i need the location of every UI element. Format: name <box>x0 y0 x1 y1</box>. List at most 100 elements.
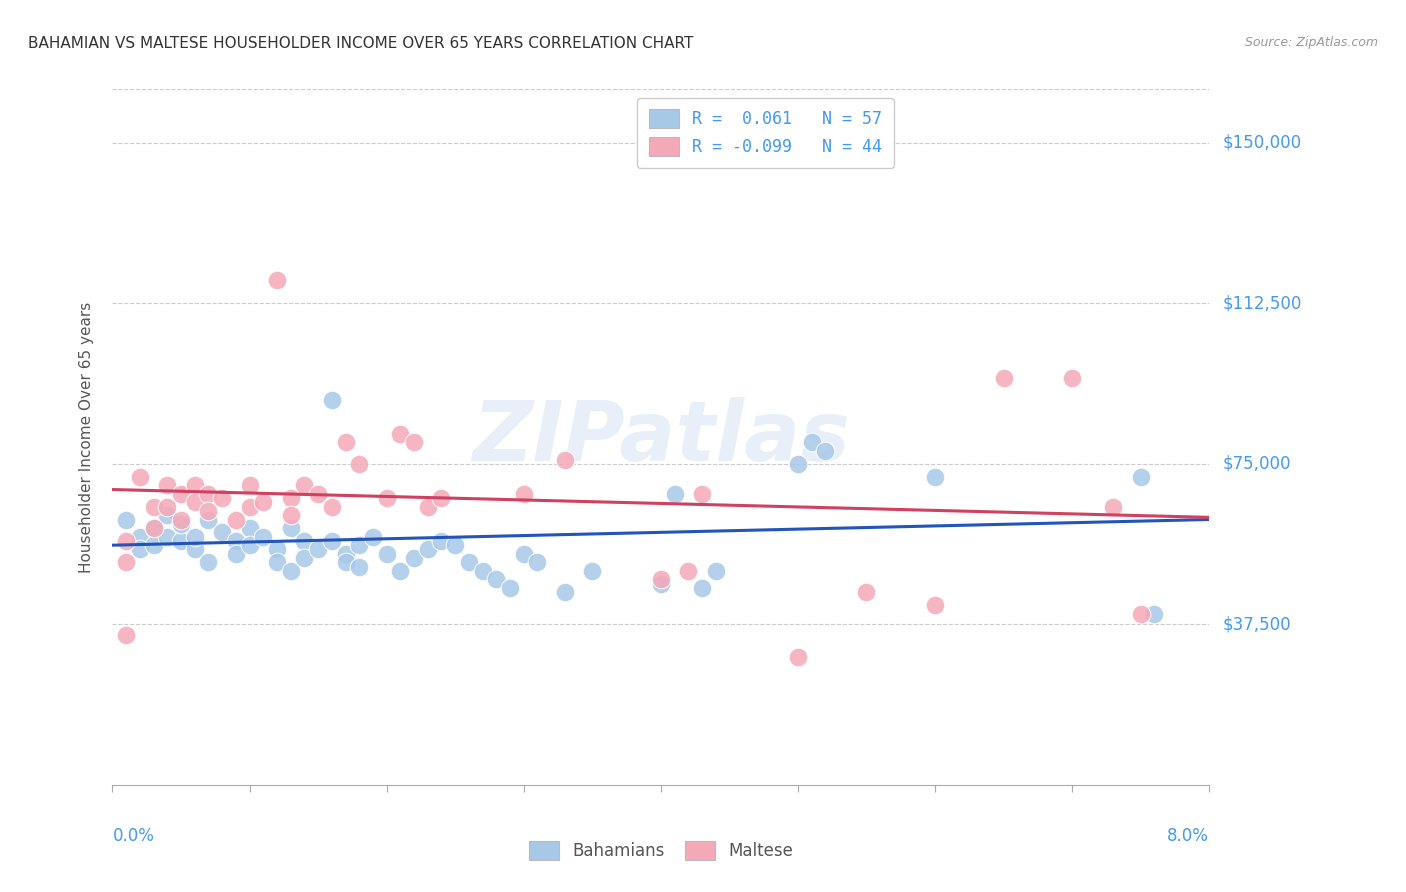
Point <box>239 538 262 552</box>
Point <box>458 555 481 569</box>
Text: 0.0%: 0.0% <box>112 827 155 845</box>
Point <box>156 508 179 523</box>
Point <box>142 500 165 514</box>
Point <box>225 533 247 548</box>
Point <box>430 491 453 505</box>
Point <box>554 585 576 599</box>
Point <box>430 533 453 548</box>
Point <box>170 487 193 501</box>
Point <box>1143 607 1166 621</box>
Point <box>513 487 536 501</box>
Point <box>416 500 439 514</box>
Point <box>389 564 412 578</box>
Point <box>513 547 536 561</box>
Point <box>404 435 426 450</box>
Point <box>349 559 371 574</box>
Point <box>814 444 837 458</box>
Point <box>156 478 179 492</box>
Point <box>664 487 686 501</box>
Point <box>800 435 823 450</box>
Point <box>321 392 343 407</box>
Text: Source: ZipAtlas.com: Source: ZipAtlas.com <box>1244 36 1378 49</box>
Point <box>787 457 810 471</box>
Point <box>499 581 522 595</box>
Point <box>855 585 877 599</box>
Point <box>349 538 371 552</box>
Text: $150,000: $150,000 <box>1223 134 1302 152</box>
Point <box>115 512 138 526</box>
Point <box>197 504 219 518</box>
Point <box>554 452 576 467</box>
Point <box>471 564 494 578</box>
Point <box>1129 607 1152 621</box>
Point <box>115 555 138 569</box>
Point <box>197 555 219 569</box>
Point <box>129 469 152 483</box>
Point <box>239 478 262 492</box>
Text: ZIPatlas: ZIPatlas <box>472 397 849 477</box>
Text: $37,500: $37,500 <box>1223 615 1292 633</box>
Point <box>170 512 193 526</box>
Point <box>292 478 315 492</box>
Point <box>211 491 233 505</box>
Point <box>389 426 412 441</box>
Point <box>993 371 1015 385</box>
Point <box>650 573 672 587</box>
Point <box>444 538 467 552</box>
Point <box>115 628 138 642</box>
Point <box>156 530 179 544</box>
Point <box>142 521 165 535</box>
Point <box>280 521 302 535</box>
Point <box>1102 500 1125 514</box>
Point <box>924 469 946 483</box>
Point <box>704 564 727 578</box>
Point <box>142 521 165 535</box>
Point <box>197 512 219 526</box>
Point <box>129 542 152 557</box>
Point <box>292 533 315 548</box>
Text: 8.0%: 8.0% <box>1167 827 1209 845</box>
Point <box>239 500 262 514</box>
Point <box>924 598 946 612</box>
Point <box>650 576 672 591</box>
Point <box>183 495 207 509</box>
Point <box>266 273 288 287</box>
Point <box>335 435 357 450</box>
Point <box>129 530 152 544</box>
Point <box>211 525 233 540</box>
Legend: Bahamians, Maltese: Bahamians, Maltese <box>522 835 800 867</box>
Point <box>485 573 508 587</box>
Point <box>183 542 207 557</box>
Point <box>252 495 274 509</box>
Point <box>678 564 700 578</box>
Point <box>170 516 193 531</box>
Point <box>170 533 193 548</box>
Point <box>183 478 207 492</box>
Point <box>307 542 329 557</box>
Point <box>375 491 398 505</box>
Point <box>156 500 179 514</box>
Point <box>225 547 247 561</box>
Point <box>183 530 207 544</box>
Point <box>115 533 138 548</box>
Point <box>225 512 247 526</box>
Point <box>335 547 357 561</box>
Point <box>266 555 288 569</box>
Point <box>266 542 288 557</box>
Point <box>690 581 713 595</box>
Point <box>321 533 343 548</box>
Text: BAHAMIAN VS MALTESE HOUSEHOLDER INCOME OVER 65 YEARS CORRELATION CHART: BAHAMIAN VS MALTESE HOUSEHOLDER INCOME O… <box>28 36 693 51</box>
Point <box>361 530 384 544</box>
Y-axis label: Householder Income Over 65 years: Householder Income Over 65 years <box>79 301 94 573</box>
Point <box>404 551 426 566</box>
Point <box>307 487 329 501</box>
Point <box>197 487 219 501</box>
Point <box>142 538 165 552</box>
Point <box>375 547 398 561</box>
Text: $75,000: $75,000 <box>1223 455 1292 473</box>
Point <box>292 551 315 566</box>
Point <box>280 508 302 523</box>
Text: $112,500: $112,500 <box>1223 294 1302 312</box>
Point <box>581 564 603 578</box>
Point <box>321 500 343 514</box>
